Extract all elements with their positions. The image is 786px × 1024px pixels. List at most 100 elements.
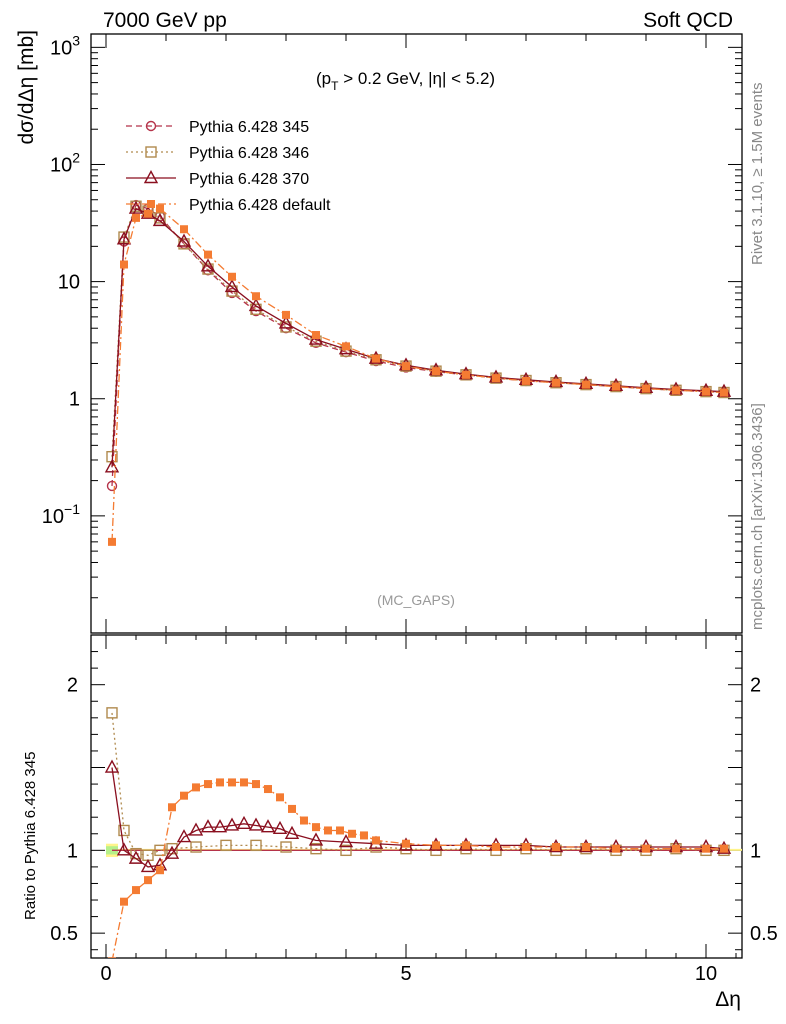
ratio-point-pythia-6-428-default [642, 844, 650, 853]
ratio-point-pythia-6-428-default [462, 841, 470, 850]
main-point-pythia-6-428-default [342, 342, 350, 351]
main-point-pythia-6-428-default [552, 378, 560, 387]
x-tick-label: 10 [695, 963, 717, 985]
cuts-rest: > 0.2 GeV, |η| < 5.2) [338, 69, 495, 88]
ratio-point-pythia-6-428-default [612, 844, 620, 853]
main-point-pythia-6-428-370 [248, 297, 264, 312]
main-point-pythia-6-428-default [156, 204, 164, 213]
main-line-pythia-6-428-default [111, 207, 725, 542]
main-point-pythia-6-428-370 [116, 231, 132, 245]
tick-base: 10 [50, 37, 72, 59]
ratio-point-pythia-6-428-346 [220, 839, 232, 852]
ratio-series-group [104, 707, 732, 958]
main-point-pythia-6-428-default [522, 376, 530, 385]
legend-marker-pythia-6-428-370 [143, 170, 159, 184]
ratio-point-pythia-6-428-370 [284, 825, 300, 839]
main-point-pythia-6-428-370 [224, 279, 240, 293]
ratio-point-pythia-6-428-default [432, 841, 440, 850]
ratio-line-pythia-6-428-346 [111, 712, 724, 856]
tick-base: 10 [42, 506, 64, 528]
main-y-tick-label: 102 [50, 149, 80, 176]
tick-exponent: 3 [72, 32, 80, 48]
ratio-frame [90, 634, 743, 959]
x-tick-label: 5 [400, 963, 411, 985]
main-line-pythia-6-428-345 [111, 204, 725, 487]
ratio-point-pythia-6-428-default [672, 844, 680, 853]
ratio-point-pythia-6-428-346 [280, 841, 292, 853]
ratio-point-pythia-6-428-default [168, 803, 176, 812]
legend: Pythia 6.428 345 Pythia 6.428 346 Pythia 6… [126, 119, 331, 214]
source-label: mcplots.cern.ch [arXiv:1306.3436] [749, 403, 766, 630]
ratio-point-pythia-6-428-370 [308, 832, 324, 846]
ratio-y-tick-label-right: 0.5 [750, 923, 778, 945]
main-point-pythia-6-428-default [144, 209, 152, 218]
tick-exponent: −1 [64, 501, 80, 517]
header-right: Soft QCD [643, 9, 733, 32]
main-line-pythia-6-428-346 [111, 205, 725, 457]
main-point-pythia-6-428-default [672, 386, 680, 395]
ratio-point-pythia-6-428-default [144, 876, 152, 885]
ratio-point-pythia-6-428-346 [106, 707, 118, 719]
ratio-point-pythia-6-428-346 [310, 842, 322, 855]
ratio-point-pythia-6-428-default [552, 843, 560, 852]
main-point-pythia-6-428-345 [106, 480, 118, 492]
ratio-point-pythia-6-428-default [288, 804, 296, 813]
ratio-y-tick-label-right: 1 [750, 840, 761, 862]
ratio-point-pythia-6-428-370 [188, 822, 204, 836]
ratio-y-tick-label-left: 2 [67, 675, 78, 697]
main-point-pythia-6-428-default [582, 380, 590, 389]
x-tick-label: 0 [100, 963, 111, 985]
ratio-y-tick-label-right: 2 [750, 675, 761, 697]
header-left: 7000 GeV pp [103, 9, 227, 32]
ratio-point-pythia-6-428-default [216, 778, 224, 787]
main-point-pythia-6-428-default [612, 382, 620, 391]
main-y-tick-label: 1 [69, 389, 80, 411]
main-series-group [104, 199, 732, 546]
main-point-pythia-6-428-default [720, 388, 728, 397]
ratio-point-pythia-6-428-default [582, 843, 590, 852]
ratio-point-pythia-6-428-default [402, 839, 410, 848]
main-point-pythia-6-428-default [312, 331, 320, 340]
ratio-point-pythia-6-428-default [372, 836, 380, 845]
legend-label-pythia-6-428-346: Pythia 6.428 346 [189, 145, 309, 162]
main-line-pythia-6-428-370 [111, 207, 725, 468]
ratio-point-pythia-6-428-370 [260, 819, 276, 833]
main-point-pythia-6-428-370 [278, 315, 294, 329]
ratio-point-pythia-6-428-default [180, 791, 188, 800]
ratio-point-pythia-6-428-370 [338, 834, 354, 848]
main-point-pythia-6-428-default [492, 374, 500, 383]
ratio-point-pythia-6-428-default [324, 826, 332, 835]
main-ylabel: dσ/dΔη [mb] [15, 30, 38, 145]
ratio-point-pythia-6-428-default [120, 897, 128, 906]
main-point-pythia-6-428-default [132, 213, 140, 222]
main-point-pythia-6-428-default [462, 370, 470, 379]
main-point-pythia-6-428-default [120, 260, 128, 269]
ratio-line-pythia-6-428-default [112, 781, 724, 958]
ratio-point-pythia-6-428-370 [200, 819, 216, 833]
ratio-point-pythia-6-428-default [702, 844, 710, 853]
main-point-pythia-6-428-default [402, 362, 410, 371]
ratio-y-tick-label-left: 1 [67, 840, 78, 862]
ratio-point-pythia-6-428-370 [212, 819, 228, 833]
ratio-point-pythia-6-428-370 [248, 817, 264, 831]
ratio-point-pythia-6-428-default [156, 866, 164, 875]
ratio-point-pythia-6-428-346 [340, 844, 352, 857]
legend-marker-pythia-6-428-345 [145, 120, 157, 132]
main-point-pythia-6-428-default [180, 225, 188, 234]
ratio-point-pythia-6-428-370 [128, 850, 144, 864]
ratio-point-pythia-6-428-default [522, 843, 530, 852]
ratio-point-pythia-6-428-346 [154, 844, 166, 857]
ratio-point-pythia-6-428-346 [250, 839, 262, 852]
main-point-pythia-6-428-default [432, 367, 440, 376]
cuts-prefix: (p [316, 69, 331, 88]
main-point-pythia-6-428-default [204, 250, 212, 259]
ratio-point-pythia-6-428-default [192, 783, 200, 792]
legend-label-pythia-6-428-370: Pythia 6.428 370 [189, 171, 309, 188]
ratio-point-pythia-6-428-default [348, 829, 356, 838]
ratio-point-pythia-6-428-default [264, 785, 272, 794]
main-axis-ticks [91, 34, 742, 634]
ratio-point-pythia-6-428-default [360, 831, 368, 840]
